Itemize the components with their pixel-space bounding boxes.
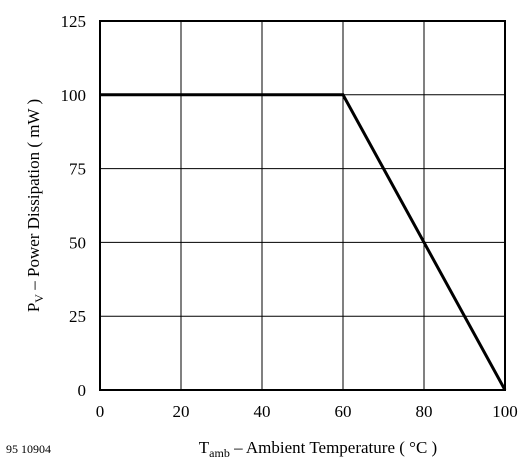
series-group <box>100 93 507 391</box>
y-tick-label: 100 <box>61 86 87 105</box>
x-tick-labels: 0 20 40 60 80 100 <box>96 402 518 421</box>
y-tick-label: 25 <box>69 307 86 326</box>
gridlines <box>100 21 505 390</box>
series-line <box>100 93 507 391</box>
y-tick-label: 125 <box>61 12 87 31</box>
y-tick-label: 75 <box>69 160 86 179</box>
y-tick-labels: 0 25 50 75 100 125 <box>61 12 87 400</box>
y-tick-label: 50 <box>69 233 86 252</box>
x-tick-label: 0 <box>96 402 105 421</box>
y-axis-title: PV – Power Dissipation ( mW ) <box>24 99 46 312</box>
y-tick-label: 0 <box>78 381 87 400</box>
x-tick-label: 100 <box>492 402 518 421</box>
x-tick-label: 80 <box>416 402 433 421</box>
x-tick-label: 60 <box>335 402 352 421</box>
x-tick-label: 20 <box>173 402 190 421</box>
x-axis-title: Tamb – Ambient Temperature ( °C ) <box>199 438 437 459</box>
figure-reference: 95 10904 <box>6 442 51 456</box>
plot-frame <box>99 20 506 391</box>
x-tick-label: 40 <box>254 402 271 421</box>
